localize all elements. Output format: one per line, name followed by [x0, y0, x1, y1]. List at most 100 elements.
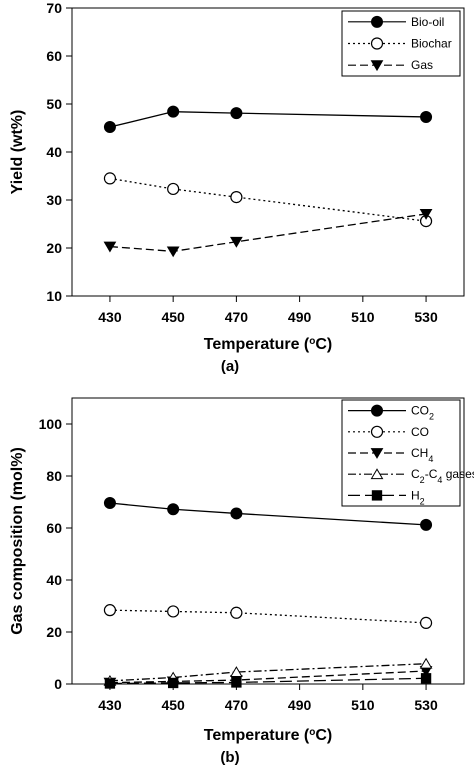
- series-gas: [103, 209, 433, 258]
- x-tick-label: 490: [288, 697, 312, 713]
- data-point: [419, 616, 433, 630]
- y-tick-label: 60: [46, 48, 62, 64]
- data-point: [167, 182, 180, 196]
- y-tick-label: 30: [46, 192, 62, 208]
- legend-label: Biochar: [411, 37, 452, 51]
- y-axis-title: Gas composition (mol%): [9, 447, 26, 635]
- legend-marker: [371, 15, 383, 28]
- legend-label: Gas: [411, 58, 433, 72]
- data-point: [166, 246, 180, 258]
- legend-text-part: 4: [428, 454, 433, 464]
- degree-sign: o: [309, 727, 315, 738]
- data-point: [167, 677, 179, 689]
- data-point: [231, 677, 242, 688]
- series-line: [109, 111, 427, 128]
- y-tick-label: 80: [46, 468, 62, 484]
- legend-label: CO: [411, 425, 429, 439]
- chart-panel-a: 10 20 30 40 50 60 70 430 450 470 490 510 530 Temperat…: [9, 0, 465, 375]
- legend-text-part: 2: [420, 496, 425, 506]
- x-axis-title-part: C): [315, 727, 332, 744]
- series-bio-oil: [103, 105, 433, 134]
- legend-marker: [371, 490, 383, 501]
- x-axis-title-part: C): [315, 336, 332, 353]
- data-point: [419, 657, 433, 669]
- panel-label: (b): [220, 749, 239, 766]
- x-tick-label: 530: [414, 697, 438, 713]
- series-co2: [103, 497, 433, 531]
- x-tick-label: 450: [161, 309, 185, 325]
- y-tick-label: 70: [46, 0, 62, 16]
- x-tick-label: 490: [288, 309, 312, 325]
- legend-text-part: 2: [420, 475, 425, 485]
- data-point: [103, 497, 116, 510]
- legend-text-part: H: [411, 488, 420, 502]
- data-point: [420, 110, 433, 123]
- panel-label: (a): [221, 358, 239, 375]
- chart-panel-b: 0 20 40 60 80 100 430 450 470 490 510 530 Temperatur…: [9, 397, 474, 766]
- legend-marker: [370, 425, 384, 438]
- series-line: [109, 177, 427, 222]
- x-axis-title: Temperature (oC): [204, 336, 333, 354]
- data-point: [104, 678, 116, 689]
- y-tick-label: 50: [46, 96, 62, 112]
- legend-text-part: Gas: [411, 58, 433, 72]
- x-axis-title-part: Temperature (: [204, 727, 310, 744]
- legend-text-part: 2: [429, 412, 434, 422]
- legend-text-part: -: [428, 15, 432, 29]
- x-tick-label: 430: [98, 309, 122, 325]
- legend-text-part: CH: [411, 446, 428, 460]
- data-point: [230, 107, 243, 120]
- legend-marker: [370, 37, 384, 50]
- series-line: [109, 213, 427, 253]
- x-axis-title-part: Temperature (: [204, 336, 310, 353]
- legend-marker: [370, 468, 384, 480]
- legend-label: CH4: [411, 446, 433, 464]
- legend-text-part: -: [425, 467, 429, 481]
- y-tick-label: 20: [46, 240, 62, 256]
- legend-text-part: Bio: [411, 15, 429, 29]
- x-tick-label: 510: [351, 309, 375, 325]
- data-point: [419, 209, 433, 220]
- legend-text-part: C: [429, 467, 438, 481]
- x-tick-label: 530: [414, 309, 438, 325]
- legend-label: H2: [411, 488, 425, 506]
- legend-text-part: oil: [432, 15, 444, 29]
- legend-text-part: CO: [411, 425, 429, 439]
- y-tick-label: 0: [54, 676, 62, 692]
- data-point: [103, 241, 117, 253]
- y-tick-label: 20: [46, 624, 62, 640]
- data-point: [167, 605, 180, 618]
- series-co: [103, 604, 433, 630]
- legend-label: C2-C4 gases: [411, 467, 474, 485]
- data-point: [103, 172, 117, 185]
- series-line: [109, 609, 427, 624]
- data-point: [230, 606, 243, 619]
- data-point: [420, 673, 432, 684]
- legend-marker: [371, 404, 383, 417]
- x-tick-label: 450: [161, 697, 185, 713]
- legend-text-part: gases: [446, 467, 474, 481]
- y-tick-label: 60: [46, 520, 62, 536]
- data-point: [167, 503, 180, 516]
- legend-text-part: Biochar: [411, 37, 452, 51]
- y-tick-label: 40: [46, 572, 62, 588]
- legend-text-part: 4: [437, 475, 442, 485]
- y-tick-label: 100: [39, 416, 63, 432]
- data-point: [103, 604, 117, 617]
- data-point: [167, 105, 180, 118]
- data-point: [230, 191, 243, 204]
- x-tick-label: 470: [225, 697, 249, 713]
- series-line: [109, 502, 427, 526]
- legend-text-part: C: [411, 467, 420, 481]
- data-point: [230, 236, 243, 248]
- x-axis-title: Temperature (oC): [204, 727, 333, 745]
- data-point: [230, 507, 243, 520]
- series-line: [109, 677, 427, 685]
- data-point: [103, 121, 116, 134]
- y-tick-label: 10: [46, 288, 62, 304]
- data-point: [420, 518, 433, 531]
- y-tick-label: 40: [46, 144, 62, 160]
- legend-marker: [370, 448, 384, 459]
